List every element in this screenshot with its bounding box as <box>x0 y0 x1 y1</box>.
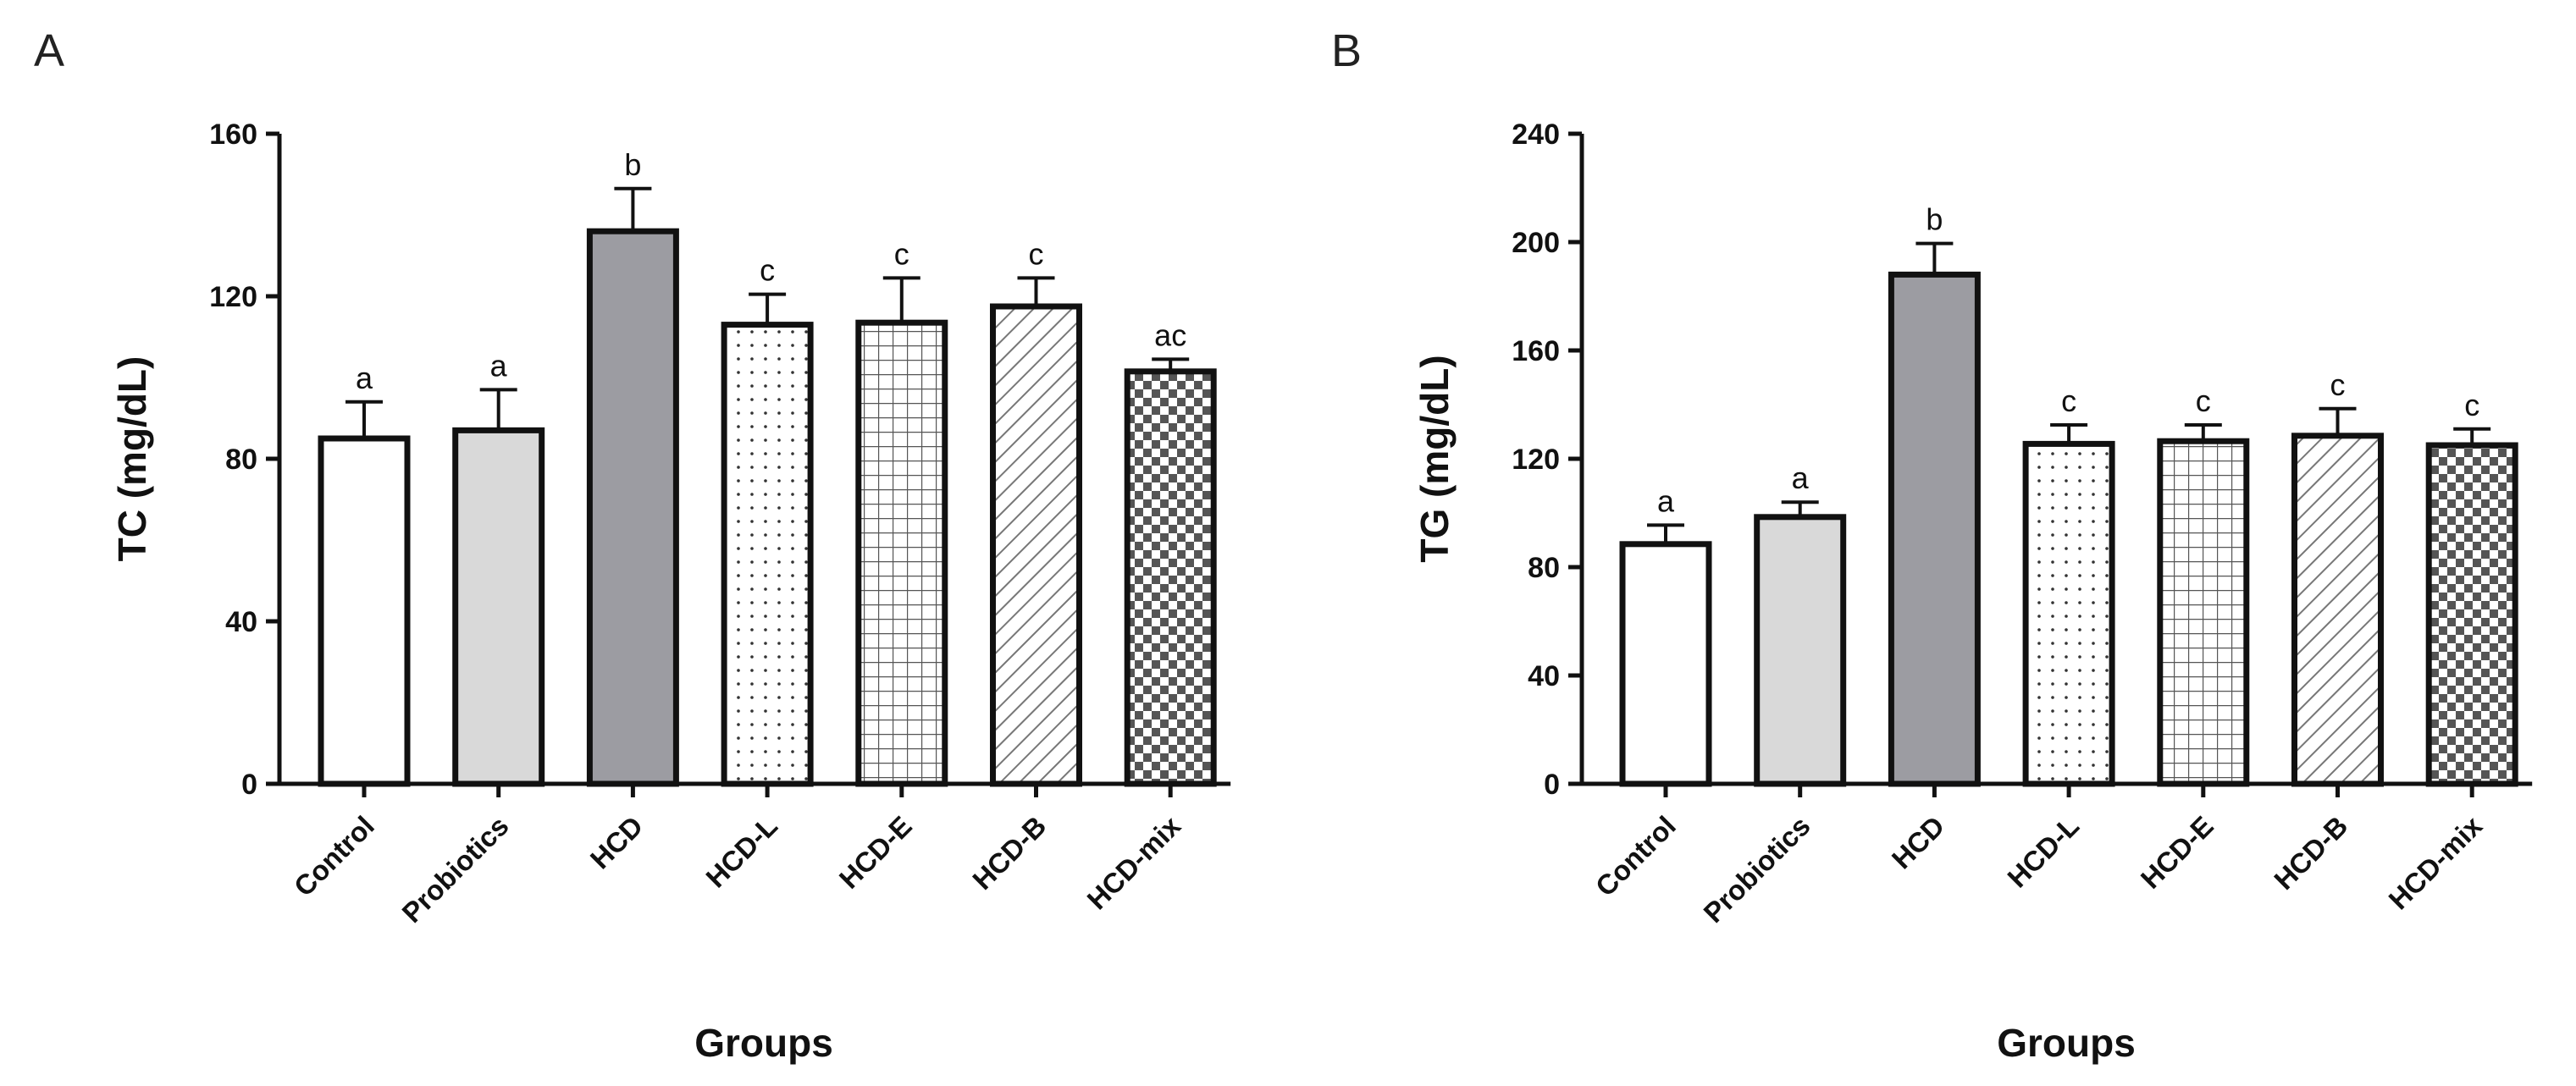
category-label-b-4: HCD-E <box>2135 810 2219 895</box>
y-tick-label-a-4: 160 <box>209 119 257 151</box>
category-label-a-6: HCD-mix <box>1081 809 1186 915</box>
bar-b-hcd-l <box>2022 440 2115 787</box>
category-label-b-0: Control <box>1589 810 1682 902</box>
x-axis-title-b: Groups <box>1997 1021 2136 1065</box>
panel-letter-b: B <box>1331 25 1362 76</box>
panel-a: A TC (mg/dL) Groups 0 40 80 120 160 a Control… <box>34 25 1231 1065</box>
category-label-b-3: HCD-L <box>2001 810 2085 894</box>
bars-a: a Control a Probiotics b HCD c HCD-L c HCD-E c HCD-… <box>288 147 1217 929</box>
y-axis-title-a: TC (mg/dL) <box>110 356 154 562</box>
significance-label-b-4: c <box>2196 383 2211 418</box>
significance-label-b-6: c <box>2464 388 2479 422</box>
y-tick-label-b-2: 80 <box>1528 552 1560 584</box>
y-tick-label-b-3: 120 <box>1512 444 1560 476</box>
category-label-a-1: Probiotics <box>395 810 514 929</box>
significance-label-b-0: a <box>1657 483 1675 518</box>
bar-a-hcd-e <box>855 319 948 787</box>
y-ticks-b: 0 40 80 120 160 200 240 <box>1512 119 1582 801</box>
bar-b-control <box>1619 541 1712 787</box>
category-label-a-3: HCD-L <box>699 810 783 894</box>
category-label-b-1: Probiotics <box>1697 810 1816 929</box>
significance-label-a-0: a <box>356 361 373 395</box>
y-tick-label-a-2: 80 <box>225 444 257 476</box>
y-tick-label-b-6: 240 <box>1512 119 1560 151</box>
x-axis-title-a: Groups <box>694 1021 833 1065</box>
category-label-b-5: HCD-B <box>2268 810 2353 896</box>
y-tick-label-a-1: 40 <box>225 606 257 638</box>
y-ticks-a: 0 40 80 120 160 <box>209 119 279 801</box>
significance-label-a-5: c <box>1029 236 1044 271</box>
bar-b-hcd-e <box>2157 438 2250 787</box>
category-label-a-4: HCD-E <box>833 810 918 895</box>
bar-b-hcd-b <box>2291 433 2384 787</box>
bar-b-hcd <box>1888 271 1981 787</box>
significance-label-a-3: c <box>760 253 775 288</box>
bar-b-hcd-mix <box>2425 442 2518 787</box>
category-label-a-2: HCD <box>584 810 650 875</box>
y-tick-label-b-5: 200 <box>1512 227 1560 259</box>
bar-b-probiotics <box>1754 514 1847 787</box>
panel-b: B TG (mg/dL) Groups 0 40 80 120 160 200 240 a C… <box>1331 25 2533 1065</box>
bar-a-probiotics <box>452 427 545 787</box>
axes-b <box>1579 134 2533 786</box>
bar-a-hcd-mix <box>1124 368 1217 787</box>
axes-a <box>277 134 1231 786</box>
significance-label-b-2: b <box>1926 202 1943 237</box>
bars-b: a Control a Probiotics b HCD c HCD-L c HCD-E c HCD-… <box>1589 202 2518 929</box>
significance-label-b-1: a <box>1792 460 1810 495</box>
bar-a-hcd-l <box>721 322 814 787</box>
significance-label-b-5: c <box>2330 367 2346 402</box>
y-tick-label-a-0: 0 <box>241 769 257 801</box>
significance-label-a-1: a <box>490 348 508 383</box>
significance-label-a-4: c <box>894 236 909 271</box>
significance-label-a-6: ac <box>1154 317 1186 352</box>
panel-letter-a: A <box>34 25 64 76</box>
category-label-b-6: HCD-mix <box>2382 809 2488 915</box>
bar-a-hcd <box>586 228 679 787</box>
y-tick-label-b-4: 160 <box>1512 335 1560 367</box>
bar-a-control <box>318 435 411 787</box>
category-label-a-0: Control <box>288 810 380 902</box>
y-tick-label-b-1: 40 <box>1528 660 1560 692</box>
y-axis-title-b: TG (mg/dL) <box>1412 355 1457 562</box>
bar-a-hcd-b <box>990 303 1082 787</box>
category-label-a-5: HCD-B <box>966 810 1052 896</box>
significance-label-a-2: b <box>624 147 641 182</box>
y-tick-label-a-3: 120 <box>209 281 257 313</box>
y-tick-label-b-0: 0 <box>1544 769 1560 801</box>
significance-label-b-3: c <box>2061 383 2076 418</box>
category-label-b-2: HCD <box>1886 810 1951 875</box>
